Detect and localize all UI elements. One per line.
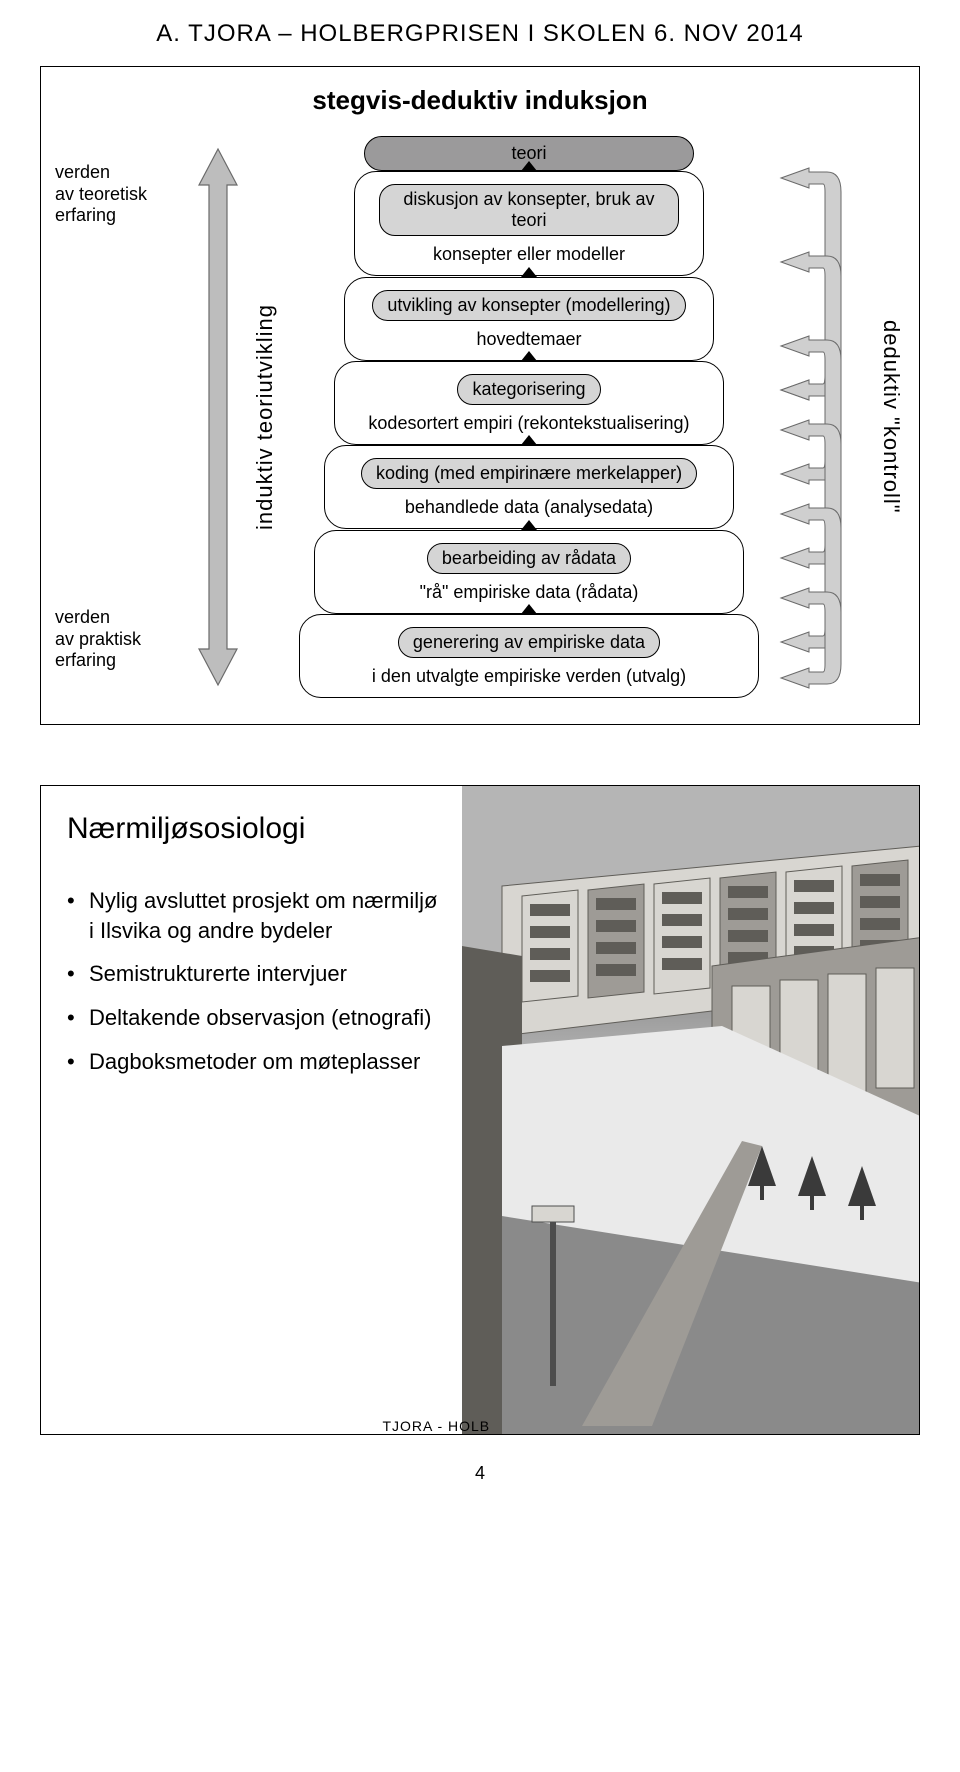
- node-koding-inner: koding (med empirinære merkelapper): [361, 458, 697, 489]
- diagram-body: verden av teoretisk erfaring verden av p…: [55, 132, 905, 702]
- bullet-item: Dagboksmetoder om møteplasser: [67, 1047, 442, 1077]
- left-label-top: verden av teoretisk erfaring: [55, 162, 185, 227]
- node-utvikling-outer: utvikling av konsepter (modellering) hov…: [344, 277, 714, 361]
- double-arrow-col: [193, 132, 243, 702]
- node-utvikling-inner: utvikling av konsepter (modellering): [372, 290, 685, 321]
- node-kategorisering: kategorisering kodesortert empiri (rekon…: [334, 361, 724, 445]
- node-diskusjon-inner: diskusjon av konsepter, bruk av teori: [379, 184, 679, 236]
- left-top-l3: erfaring: [55, 205, 116, 225]
- node-bearbeiding-outer: bearbeiding av rådata "rå" empiriske dat…: [314, 530, 744, 614]
- diagram-panel: stegvis-deduktiv induksjon verden av teo…: [40, 66, 920, 725]
- up-arrow-icon: [521, 435, 537, 445]
- bullet-list: Nylig avsluttet prosjekt om nærmiljø i I…: [67, 886, 442, 1076]
- node-generering-inner: generering av empiriske data: [398, 627, 660, 658]
- photo-illustration: [462, 786, 920, 1435]
- node-koding-sub: behandlede data (analysedata): [349, 497, 709, 518]
- left-bot-l2: av praktisk: [55, 629, 141, 649]
- node-generering-sub: i den utvalgte empiriske verden (utvalg): [324, 666, 734, 687]
- bullet-item: Nylig avsluttet prosjekt om nærmiljø i I…: [67, 886, 442, 945]
- footer-small-text: TJORA - HOLB: [382, 1418, 490, 1434]
- node-generering-outer: generering av empiriske data i den utval…: [299, 614, 759, 698]
- node-utvikling-sub: hovedtemaer: [369, 329, 689, 350]
- node-koding-outer: koding (med empirinære merkelapper) beha…: [324, 445, 734, 529]
- up-arrow-icon: [521, 267, 537, 277]
- loops-col: [779, 132, 869, 702]
- vtext-right: deduktiv "kontroll": [878, 320, 904, 514]
- node-generering: generering av empiriske data i den utval…: [299, 614, 759, 698]
- up-arrow-icon: [521, 161, 537, 171]
- content-left: Nærmiljøsosiologi Nylig avsluttet prosje…: [41, 786, 462, 1434]
- vtext-right-col: deduktiv "kontroll": [877, 132, 905, 702]
- up-arrow-icon: [521, 604, 537, 614]
- node-kategorisering-inner: kategorisering: [457, 374, 600, 405]
- left-top-l1: verden: [55, 162, 110, 182]
- node-koding: koding (med empirinære merkelapper) beha…: [324, 445, 734, 529]
- page-number: 4: [40, 1463, 920, 1484]
- page-header: A. TJORA – HOLBERGPRISEN I SKOLEN 6. NOV…: [40, 20, 920, 48]
- double-arrow-icon: [197, 147, 239, 687]
- content-title: Nærmiljøsosiologi: [67, 812, 442, 846]
- bullet-item: Deltakende observasjon (etnografi): [67, 1003, 442, 1033]
- node-diskusjon-sub: konsepter eller modeller: [379, 244, 679, 265]
- node-utvikling: utvikling av konsepter (modellering) hov…: [344, 277, 714, 361]
- vtext-left-col: induktiv teoriutvikling: [251, 132, 279, 702]
- node-diskusjon: diskusjon av konsepter, bruk av teori ko…: [354, 171, 704, 276]
- photo-placeholder: TJORA - HOLB: [462, 786, 919, 1434]
- feedback-loops-icon: [779, 132, 869, 702]
- node-diskusjon-outer: diskusjon av konsepter, bruk av teori ko…: [354, 171, 704, 276]
- left-labels: verden av teoretisk erfaring verden av p…: [55, 132, 185, 702]
- bullet-item: Semistrukturerte intervjuer: [67, 959, 442, 989]
- left-label-bottom: verden av praktisk erfaring: [55, 607, 185, 672]
- diagram-title: stegvis-deduktiv induksjon: [55, 85, 905, 116]
- left-bot-l1: verden: [55, 607, 110, 627]
- left-bot-l3: erfaring: [55, 650, 116, 670]
- up-arrow-icon: [521, 351, 537, 361]
- node-bearbeiding-sub: "rå" empiriske data (rådata): [339, 582, 719, 603]
- content-panel: Nærmiljøsosiologi Nylig avsluttet prosje…: [40, 785, 920, 1435]
- up-arrow-icon: [521, 520, 537, 530]
- left-top-l2: av teoretisk: [55, 184, 147, 204]
- node-bearbeiding-inner: bearbeiding av rådata: [427, 543, 631, 574]
- node-bearbeiding: bearbeiding av rådata "rå" empiriske dat…: [314, 530, 744, 614]
- vtext-left: induktiv teoriutvikling: [252, 304, 278, 530]
- center-nodes: teori diskusjon av konsepter, bruk av te…: [287, 132, 771, 702]
- node-kategorisering-sub: kodesortert empiri (rekontekstualisering…: [359, 413, 699, 434]
- node-kategorisering-outer: kategorisering kodesortert empiri (rekon…: [334, 361, 724, 445]
